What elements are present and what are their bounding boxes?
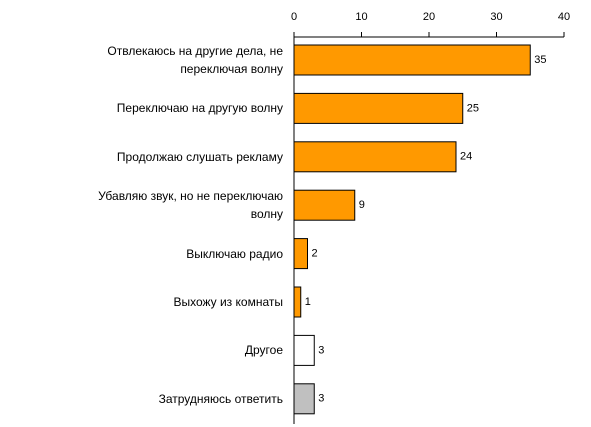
value-label: 3 [318, 393, 324, 405]
value-label: 3 [318, 344, 324, 356]
value-label: 2 [312, 248, 318, 260]
value-label: 35 [534, 54, 546, 66]
category-label: Продолжаю слушать рекламу [116, 149, 283, 164]
category-label: Другое [244, 343, 283, 358]
bar [293, 383, 315, 415]
category-label: Выхожу из комнаты [173, 295, 283, 309]
bar [293, 286, 302, 318]
x-tick-label: 10 [355, 11, 367, 23]
bar [293, 141, 457, 173]
bar [293, 92, 464, 124]
category-label: Отвлекаюсь на другие дела, не переключая… [107, 44, 283, 76]
bar [293, 334, 315, 366]
x-tick-label: 30 [490, 11, 502, 23]
bar [293, 189, 356, 221]
category-label: Выключаю радио [186, 246, 283, 261]
value-label: 1 [305, 296, 311, 308]
category-label: Убавляю звук, но не переключаю волну [98, 189, 283, 222]
bar [293, 238, 308, 270]
x-tick-label: 20 [423, 11, 435, 23]
x-tick-label: 40 [558, 11, 570, 23]
value-label: 9 [359, 199, 365, 211]
bar [293, 44, 531, 76]
value-label: 24 [460, 151, 472, 163]
category-label: Переключаю на другую волну [116, 101, 283, 116]
value-label: 25 [467, 102, 479, 114]
x-tick-label: 0 [291, 11, 297, 23]
category-label: Затрудняюсь ответить [158, 391, 283, 406]
